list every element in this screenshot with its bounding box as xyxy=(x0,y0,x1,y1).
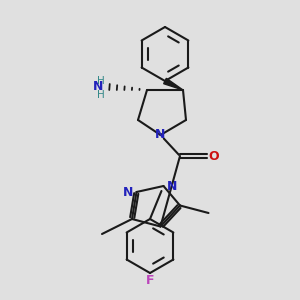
Text: N: N xyxy=(167,179,177,193)
Text: H: H xyxy=(97,90,105,100)
Text: N: N xyxy=(123,185,134,199)
Text: N: N xyxy=(155,128,166,142)
Text: N: N xyxy=(93,80,104,94)
Polygon shape xyxy=(164,78,183,90)
Text: F: F xyxy=(146,274,154,287)
Text: O: O xyxy=(208,149,219,163)
Text: H: H xyxy=(97,76,105,85)
